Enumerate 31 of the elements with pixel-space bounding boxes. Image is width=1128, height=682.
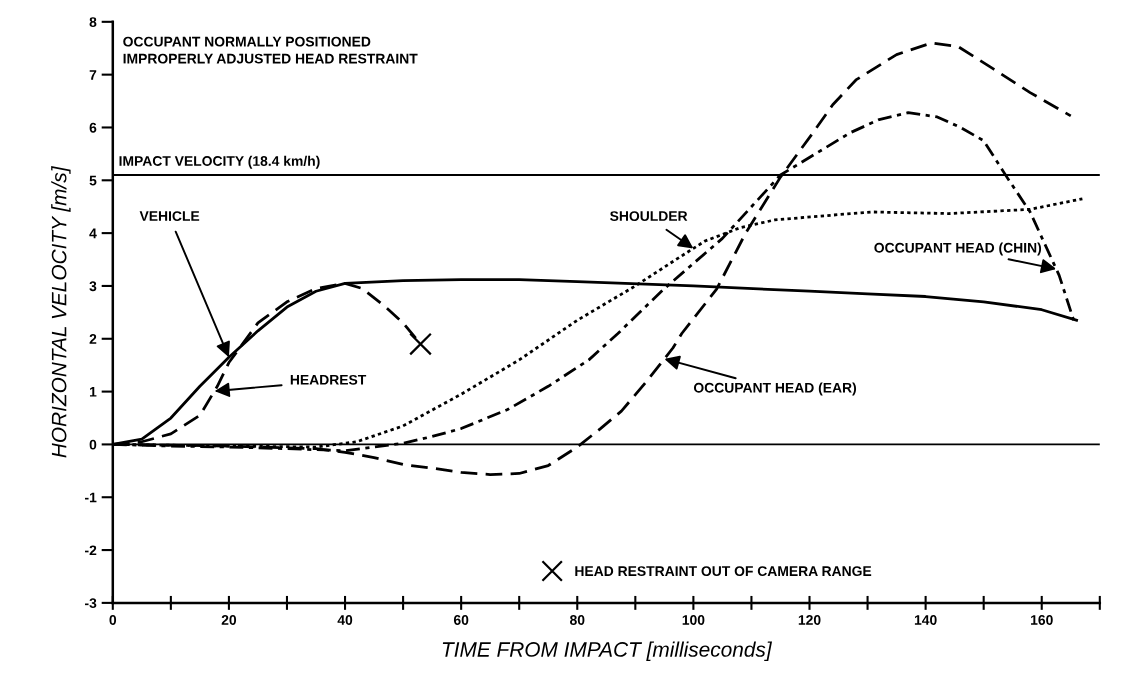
- y-tick-label: 4: [89, 228, 97, 239]
- y-tick-label: 8: [89, 17, 97, 27]
- x-tick-label: 40: [337, 615, 353, 625]
- series-label: SHOULDER: [610, 211, 688, 221]
- annotation: OCCUPANT NORMALLY POSITIONED IMPROPERLY ADJUSTED HEAD RESTRAINT: [123, 36, 418, 64]
- y-tick-label: -2: [85, 545, 97, 556]
- x-tick-label: 20: [221, 615, 237, 625]
- y-tick-label: 2: [89, 334, 97, 344]
- text: OCCUPANT HEAD (EAR): [693, 382, 857, 396]
- y-tick-label: 0: [89, 439, 97, 450]
- x-tick-label: 120: [798, 615, 821, 625]
- x-tick-label: 140: [914, 615, 937, 625]
- legend-label: HEADREST: [290, 374, 367, 385]
- x-tick-label: 100: [682, 615, 705, 625]
- y-tick-label: 1: [89, 387, 97, 397]
- y-tick-label: 7: [89, 70, 97, 80]
- x-tick-label: 0: [109, 615, 117, 625]
- y-tick-label: -1: [85, 492, 97, 503]
- x-tick-label: 60: [453, 615, 469, 625]
- y-tick-label: -3: [85, 598, 97, 609]
- series-label: OCCUPANT HEAD (CHIN): [874, 242, 1042, 256]
- ref-line-label: IMPACT VELOCITY (18.4 km/h): [119, 155, 320, 169]
- y-axis-title: HORIZONTAL VELOCITY [m/s]: [51, 166, 71, 458]
- y-tick-label: 5: [89, 175, 97, 186]
- x-axis-title: TIME FROM IMPACT [milliseconds]: [442, 641, 773, 661]
- legend-label: HEAD RESTRAINT OUT OF CAMERA RANGE: [575, 566, 872, 577]
- x-tick-label: 160: [1031, 615, 1053, 625]
- x-tick-label: 80: [569, 615, 585, 625]
- y-tick-label: 6: [89, 122, 97, 133]
- y-tick-label: 3: [89, 281, 97, 292]
- text: VEHICLE: [139, 211, 200, 221]
